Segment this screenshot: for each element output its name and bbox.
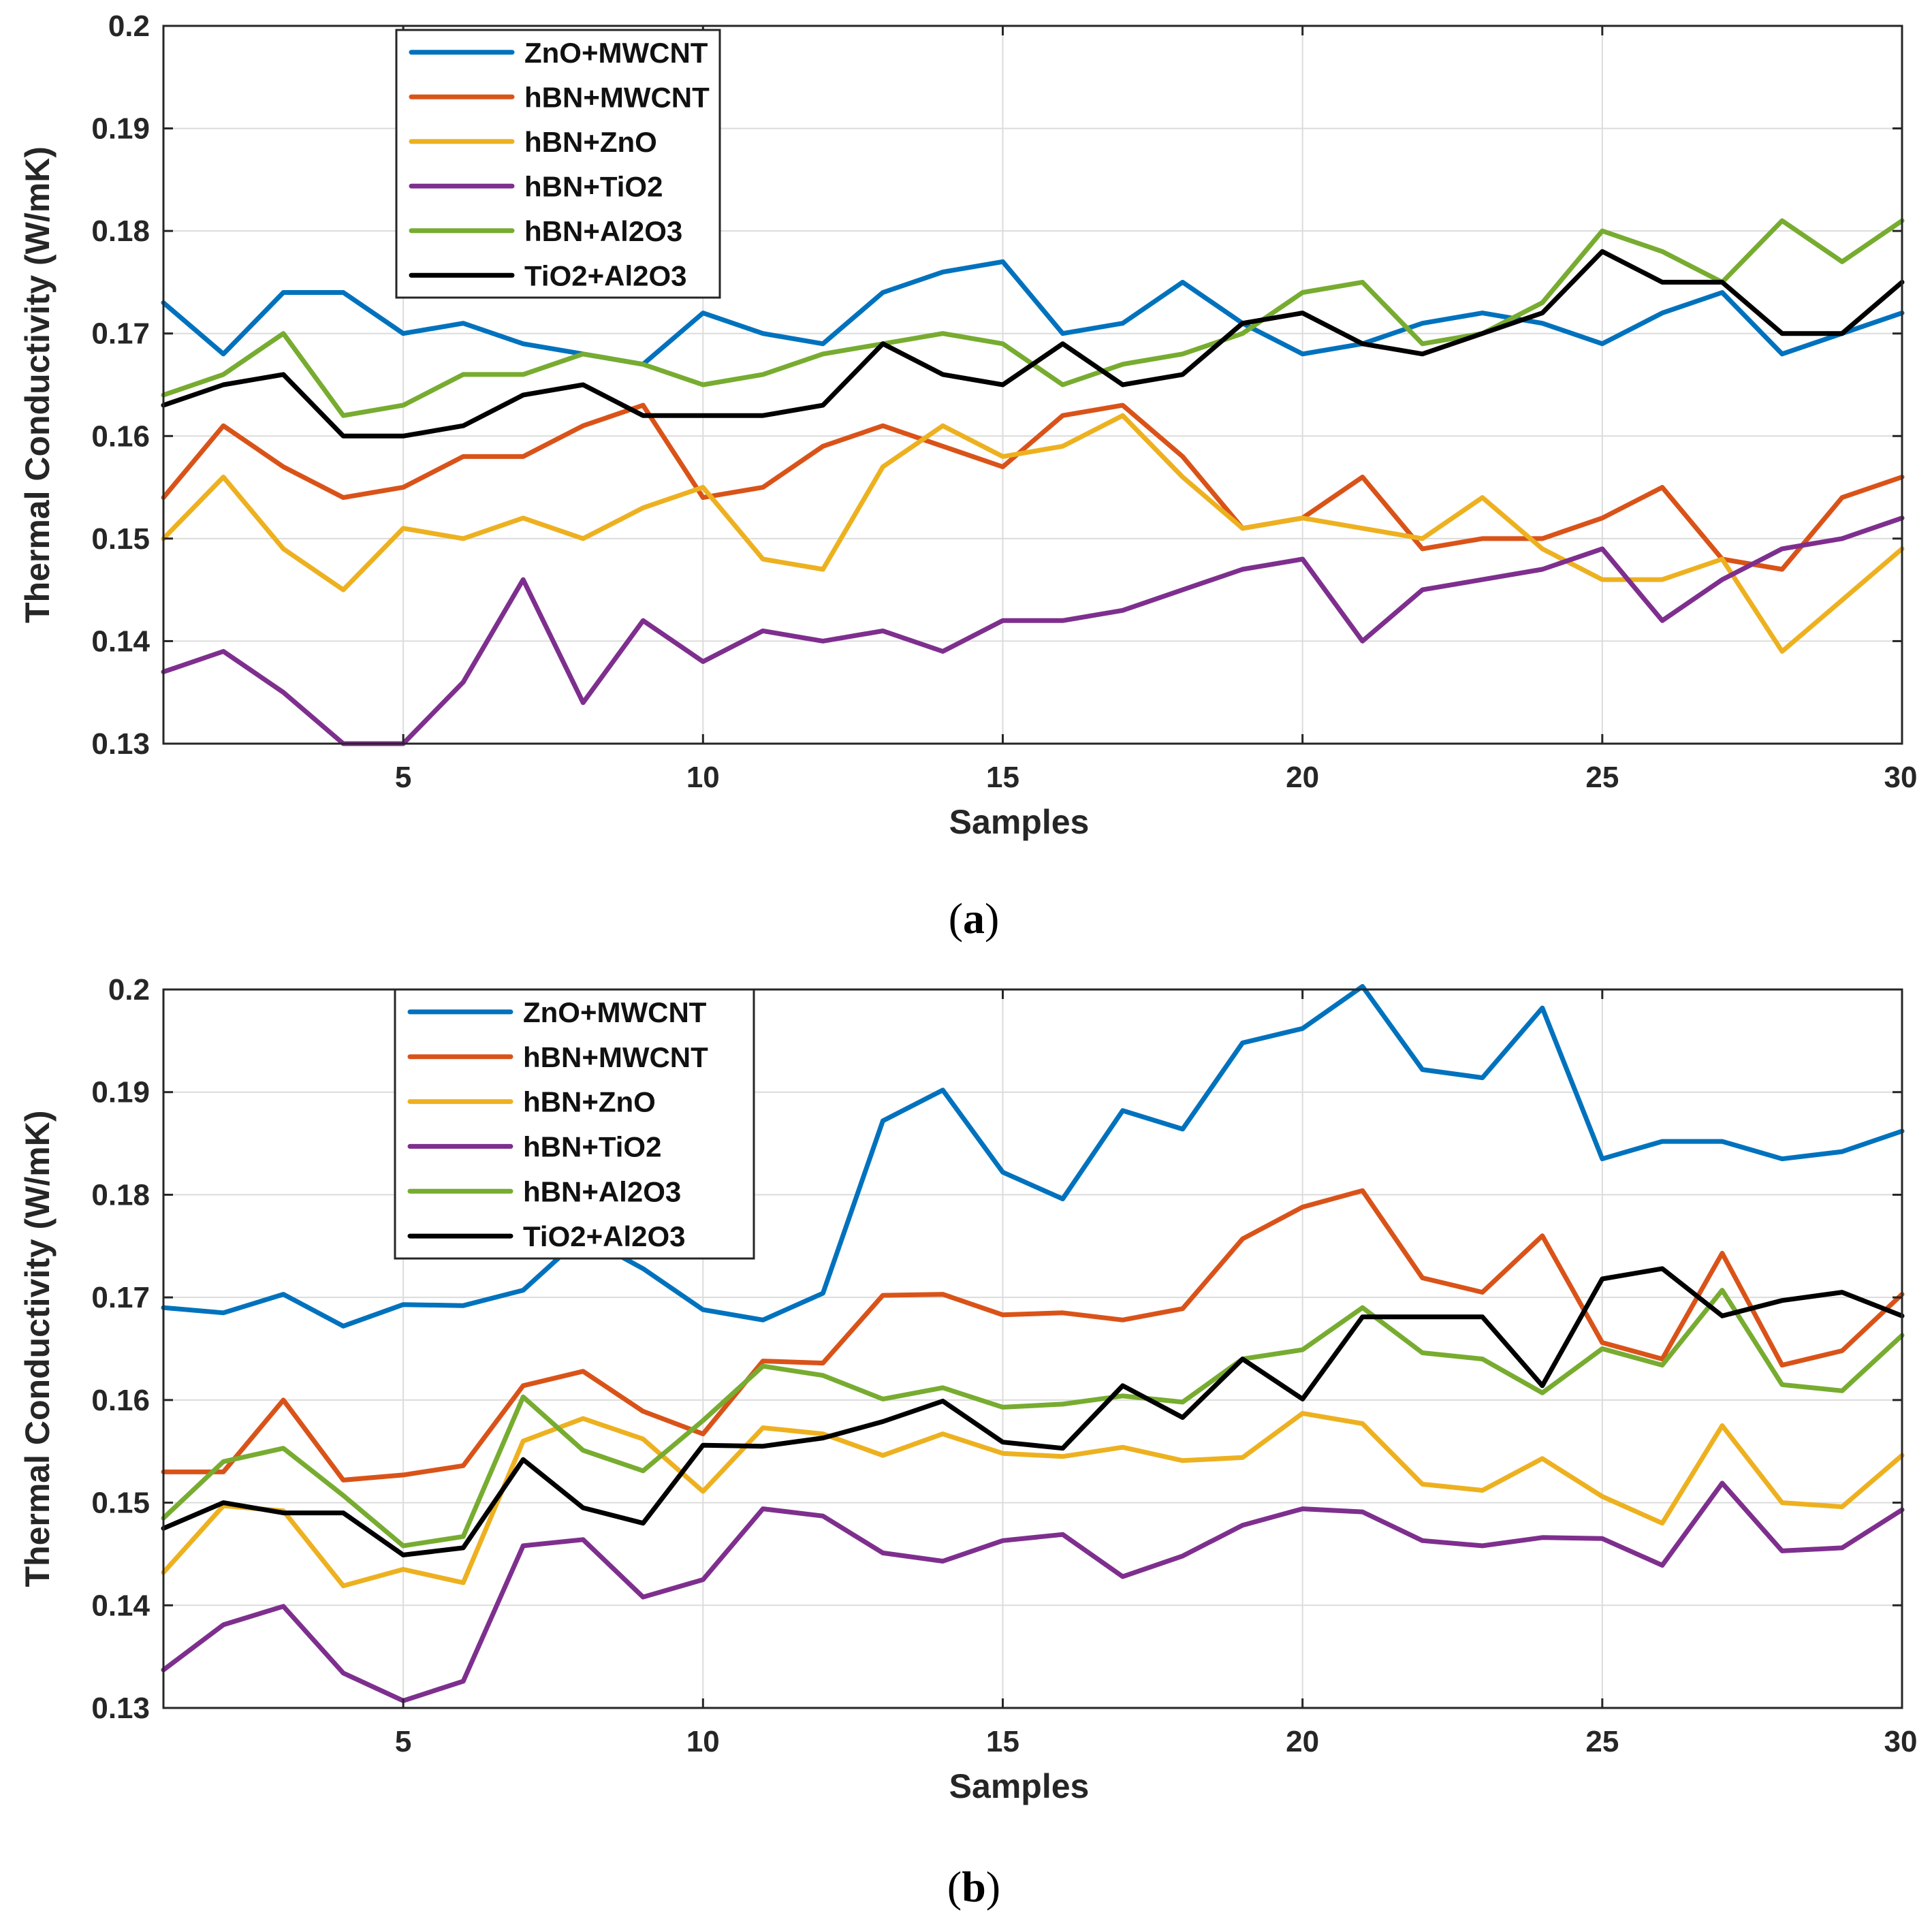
- panel-b-caption: (b): [947, 1863, 1000, 1911]
- y-axis-label-a: Thermal Conductivity (W/mK): [18, 146, 57, 623]
- legend-b: ZnO+MWCNT hBN+MWCNT hBN+ZnO hBN+TiO2 hBN+Al2…: [394, 988, 755, 1260]
- y-tick-label-b-0.15: 0.15: [91, 1487, 150, 1520]
- x-tick-label-a-5: 5: [395, 761, 411, 794]
- plot-frame-b: [162, 988, 1903, 1709]
- x-tick-label-a-10: 10: [686, 761, 720, 794]
- y-tick-label-a-0.18: 0.18: [91, 215, 150, 248]
- legend-item-a-hbn-al2o3: hBN+Al2O3: [409, 215, 682, 247]
- x-tick-label-b-30: 30: [1884, 1725, 1918, 1758]
- x-tick-label-b-10: 10: [686, 1725, 720, 1758]
- legend-label-a-hbn-tio2: hBN+TiO2: [524, 170, 663, 202]
- y-tick-label-a-0.16: 0.16: [91, 419, 150, 453]
- series-line-b-hbn-mwcnt: [161, 1188, 1905, 1483]
- legend-label-b-hbn-zno: hBN+ZnO: [523, 1086, 656, 1118]
- y-tick-label-a-0.14: 0.14: [91, 624, 150, 658]
- y-tick-label-b-0.13: 0.13: [91, 1692, 150, 1725]
- x-tick-label-a-20: 20: [1286, 761, 1319, 794]
- y-tick-label-b-0.14: 0.14: [91, 1589, 150, 1622]
- legend-item-b-hbn-mwcnt: hBN+MWCNT: [407, 1041, 708, 1073]
- legend-item-a-zno-mwcnt: ZnO+MWCNT: [409, 37, 708, 69]
- legend-item-b-hbn-al2o3: hBN+Al2O3: [407, 1175, 681, 1207]
- y-tick-label-a-0.13: 0.13: [91, 727, 150, 761]
- legend-item-b-zno-mwcnt: ZnO+MWCNT: [407, 996, 707, 1028]
- x-axis-label-b: Samples: [949, 1767, 1090, 1805]
- y-axis-label-b: Thermal Conductivity (W/mK): [18, 1110, 57, 1587]
- legend-label-a-hbn-al2o3: hBN+Al2O3: [524, 215, 682, 247]
- legend-label-a-hbn-zno: hBN+ZnO: [524, 126, 657, 158]
- x-tick-label-b-25: 25: [1585, 1725, 1619, 1758]
- legend-label-b-tio2-al2o3: TiO2+Al2O3: [523, 1220, 686, 1252]
- legend-label-b-zno-mwcnt: ZnO+MWCNT: [523, 996, 707, 1028]
- panel-b-label: b: [962, 1863, 986, 1911]
- y-tick-label-b-0.2: 0.2: [108, 973, 150, 1007]
- series-line-a-tio2-al2o3: [161, 249, 1905, 439]
- legend-label-b-hbn-tio2: hBN+TiO2: [523, 1130, 661, 1162]
- series-line-b-hbn-al2o3: [161, 1288, 1905, 1549]
- legend-item-a-hbn-mwcnt: hBN+MWCNT: [409, 81, 710, 113]
- series-line-b-zno-mwcnt: [161, 984, 1905, 1329]
- y-tick-label-b-0.16: 0.16: [91, 1384, 150, 1417]
- series-line-a-zno-mwcnt: [161, 259, 1905, 367]
- panel-a-caption: (a): [949, 894, 1000, 942]
- chart-panel-b: 5 10 15 20 25 30 0.13 0.14 0.15 0.16 0.17 0.18 0.19 0…: [18, 973, 1917, 1805]
- y-tick-label-a-0.17: 0.17: [91, 317, 150, 351]
- legend-item-a-tio2-al2o3: TiO2+Al2O3: [409, 259, 687, 291]
- chart-panel-a: 5 10 15 20 25 30 0.13 0.14 0.15 0.16 0.17 0.18 0.19 0…: [18, 10, 1917, 841]
- panel-a-label: a: [963, 894, 985, 942]
- y-tick-label-a-0.2: 0.2: [108, 10, 150, 43]
- legend-item-a-hbn-zno: hBN+ZnO: [409, 126, 657, 158]
- legend-item-b-tio2-al2o3: TiO2+Al2O3: [407, 1220, 686, 1252]
- y-tick-label-b-0.18: 0.18: [91, 1178, 150, 1211]
- series-line-a-hbn-mwcnt: [161, 402, 1905, 572]
- x-tick-label-b-5: 5: [395, 1725, 411, 1758]
- series-line-b-hbn-zno: [161, 1410, 1905, 1589]
- y-tick-label-b-0.17: 0.17: [91, 1281, 150, 1314]
- legend-label-a-hbn-mwcnt: hBN+MWCNT: [524, 81, 710, 113]
- legend-label-b-hbn-mwcnt: hBN+MWCNT: [523, 1041, 708, 1073]
- y-tick-label-a-0.15: 0.15: [91, 522, 150, 556]
- x-tick-label-a-25: 25: [1585, 761, 1619, 794]
- plot-frame-a: [162, 25, 1903, 745]
- legend-label-a-tio2-al2o3: TiO2+Al2O3: [524, 259, 687, 291]
- series-line-b-hbn-tio2: [161, 1480, 1905, 1703]
- x-tick-label-b-15: 15: [986, 1725, 1019, 1758]
- legend-item-a-hbn-tio2: hBN+TiO2: [409, 170, 663, 202]
- legend-box-b: [394, 988, 755, 1260]
- legend-a: ZnO+MWCNT hBN+MWCNT hBN+ZnO hBN+TiO2 hBN+Al2…: [395, 29, 721, 299]
- y-tick-label-a-0.19: 0.19: [91, 112, 150, 146]
- legend-label-a-zno-mwcnt: ZnO+MWCNT: [524, 37, 708, 69]
- x-axis-label-a: Samples: [949, 803, 1090, 841]
- x-tick-label-a-15: 15: [986, 761, 1019, 794]
- x-tick-label-a-30: 30: [1884, 761, 1918, 794]
- y-tick-label-b-0.19: 0.19: [91, 1076, 150, 1109]
- series-line-a-hbn-tio2: [161, 516, 1905, 746]
- legend-item-b-hbn-tio2: hBN+TiO2: [407, 1130, 661, 1162]
- legend-label-b-hbn-al2o3: hBN+Al2O3: [523, 1175, 681, 1207]
- legend-box-a: [395, 29, 721, 299]
- series-line-b-tio2-al2o3: [161, 1266, 1905, 1557]
- series-line-a-hbn-zno: [161, 413, 1905, 654]
- x-tick-label-b-20: 20: [1286, 1725, 1319, 1758]
- legend-item-b-hbn-zno: hBN+ZnO: [407, 1086, 656, 1118]
